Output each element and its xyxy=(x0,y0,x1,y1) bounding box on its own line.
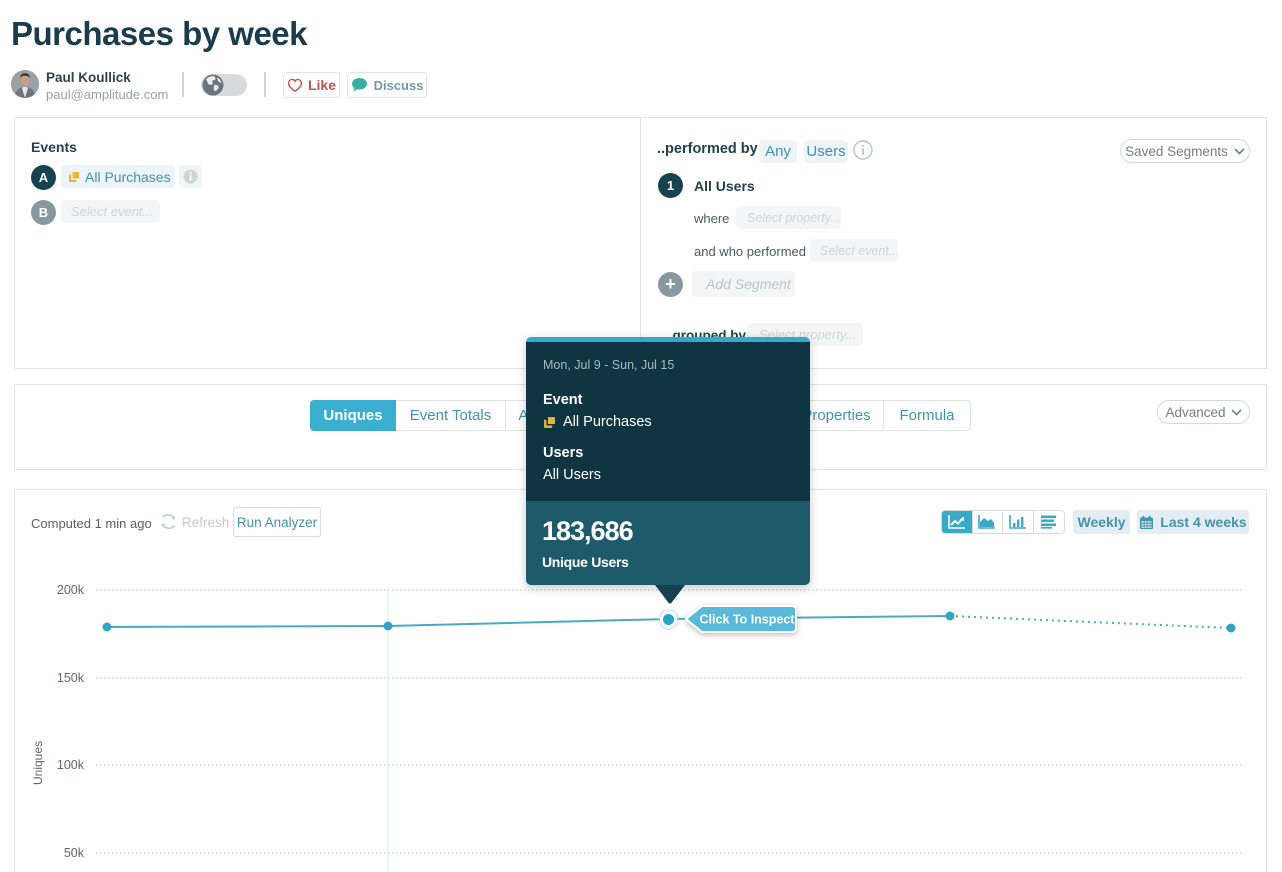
svg-text:Uniques: Uniques xyxy=(31,741,45,785)
svg-text:50k: 50k xyxy=(64,846,85,860)
svg-text:200k: 200k xyxy=(57,583,85,597)
svg-text:100k: 100k xyxy=(57,758,85,772)
svg-text:150k: 150k xyxy=(57,671,85,685)
svg-text:Click To Inspect: Click To Inspect xyxy=(700,613,796,627)
